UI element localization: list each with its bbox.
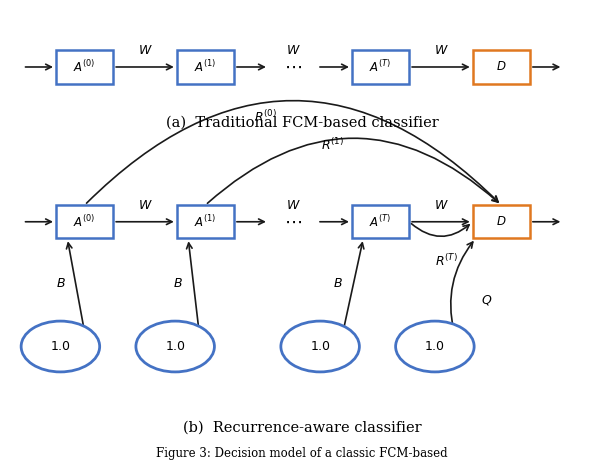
Text: $\cdots$: $\cdots$ <box>284 58 302 76</box>
Text: $A^{(1)}$: $A^{(1)}$ <box>194 59 217 75</box>
Text: $B$: $B$ <box>173 277 183 290</box>
Ellipse shape <box>396 321 474 372</box>
Text: $A^{(T)}$: $A^{(T)}$ <box>370 59 391 75</box>
Text: $D$: $D$ <box>496 61 507 73</box>
FancyBboxPatch shape <box>472 50 530 84</box>
FancyBboxPatch shape <box>177 50 234 84</box>
Text: $A^{(0)}$: $A^{(0)}$ <box>73 214 96 230</box>
Ellipse shape <box>21 321 100 372</box>
FancyBboxPatch shape <box>352 205 410 238</box>
Text: (a)  Traditional FCM-based classifier: (a) Traditional FCM-based classifier <box>165 116 439 129</box>
Text: $1.0$: $1.0$ <box>425 340 445 353</box>
Text: $Q$: $Q$ <box>481 293 492 307</box>
Text: $W$: $W$ <box>286 44 300 57</box>
Text: $A^{(1)}$: $A^{(1)}$ <box>194 214 217 230</box>
Text: Figure 3: Decision model of a classic FCM-based: Figure 3: Decision model of a classic FC… <box>156 447 448 460</box>
Text: $1.0$: $1.0$ <box>165 340 185 353</box>
Text: $R^{(1)}$: $R^{(1)}$ <box>321 137 344 153</box>
FancyBboxPatch shape <box>472 205 530 238</box>
Text: $\cdots$: $\cdots$ <box>284 213 302 231</box>
Text: $W$: $W$ <box>434 44 448 57</box>
Text: $A^{(T)}$: $A^{(T)}$ <box>370 214 391 230</box>
Ellipse shape <box>281 321 359 372</box>
Text: $1.0$: $1.0$ <box>310 340 330 353</box>
Text: $B$: $B$ <box>56 277 65 290</box>
Text: $B$: $B$ <box>333 277 343 290</box>
Text: $R^{(T)}$: $R^{(T)}$ <box>435 253 458 269</box>
Text: (b)  Recurrence-aware classifier: (b) Recurrence-aware classifier <box>182 420 422 434</box>
Text: $W$: $W$ <box>138 44 152 57</box>
Text: $W$: $W$ <box>434 199 448 212</box>
Text: $W$: $W$ <box>286 199 300 212</box>
Text: $W$: $W$ <box>138 199 152 212</box>
Ellipse shape <box>136 321 214 372</box>
Text: $D$: $D$ <box>496 215 507 228</box>
Text: $R^{(0)}$: $R^{(0)}$ <box>254 109 277 125</box>
FancyBboxPatch shape <box>56 50 114 84</box>
FancyBboxPatch shape <box>56 205 114 238</box>
Text: $1.0$: $1.0$ <box>50 340 71 353</box>
Text: $A^{(0)}$: $A^{(0)}$ <box>73 59 96 75</box>
FancyBboxPatch shape <box>177 205 234 238</box>
FancyBboxPatch shape <box>352 50 410 84</box>
